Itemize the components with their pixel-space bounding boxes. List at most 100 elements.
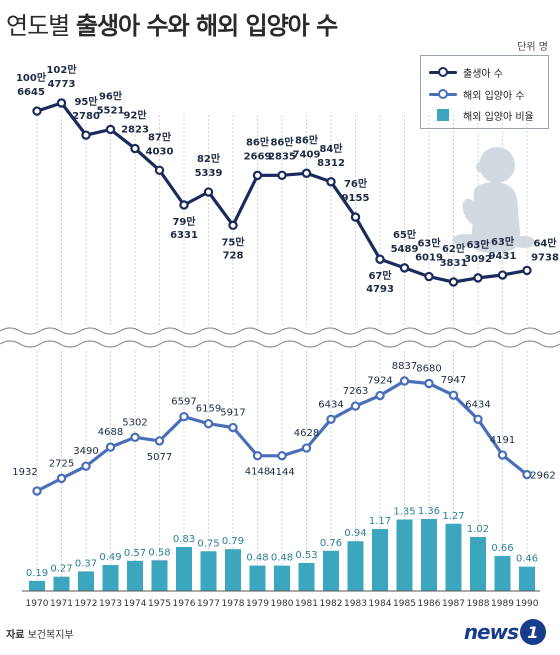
ratio-bar [445,523,462,591]
x-tick-label: 1975 [148,599,171,609]
birth-label-bottom: 9431 [489,251,517,262]
ratio-bar [127,560,143,591]
source-name: 보건복지부 [27,630,74,641]
series-lines [32,98,532,496]
axis-break-wave [0,327,560,349]
birth-label-bottom: 2835 [268,151,296,162]
adoptions-point [105,442,116,452]
adoption-label: 8680 [416,364,441,375]
axis-break-line [0,327,560,335]
births-point [375,254,385,264]
legend-label-adoptions: 해외 입양아 수 [463,90,525,102]
ratio-bar [470,537,486,591]
ratio-bar [176,547,192,591]
logo-text: news [463,620,519,644]
x-tick-label: 1979 [246,599,269,609]
legend-label-ratio: 해외 입양아 비율 [463,111,534,123]
ratio-label: 0.94 [344,528,366,539]
birth-label-top: 63만 [466,238,490,251]
ratio-bar [151,560,168,591]
adoptions-point [522,469,532,480]
birth-label-bottom: 5339 [195,168,223,179]
birth-label-top: 65만 [393,228,417,241]
adoption-label: 6434 [465,399,490,410]
x-tick-label: 1984 [369,599,392,609]
x-tick-label: 1977 [197,599,220,609]
births-point [203,187,214,197]
births-point [350,212,361,222]
birth-label-top: 67만 [368,269,392,282]
births-point [252,170,263,181]
ratio-bar [200,551,217,591]
ratio-bar [53,576,70,591]
birth-label-bottom: 2780 [72,111,100,122]
birth-label-bottom: 4030 [146,146,174,157]
birth-label-top: 92만 [123,109,147,122]
adoption-label: 5917 [220,408,245,419]
birth-label-bottom: 9155 [342,193,370,204]
adoption-label: 4144 [269,467,294,478]
adoption-label: 5302 [122,417,147,428]
legend-item-ratio: 해외 입양아 비율 [429,107,534,123]
x-tick-label: 1974 [124,599,147,609]
birth-label-top: 76만 [344,177,368,190]
adoptions-point [497,450,508,460]
news1-logo: news 1 [464,619,546,645]
title-main: 출생아 수와 해외 입양아 수 [75,12,338,40]
birth-label-top: 63만 [417,237,441,250]
adoptions-point [81,461,91,471]
ratio-label: 0.19 [26,568,48,579]
ratio-bar [102,565,119,591]
birth-label-bottom: 8312 [317,158,345,169]
x-tick-label: 1973 [99,599,122,609]
chart-title: 연도별 출생아 수와 해외 입양아 수 [6,6,338,41]
adoption-label: 7263 [343,386,368,397]
ratio-bar [29,580,45,591]
births-point [130,143,140,154]
births-point [497,270,508,280]
adoption-label: 2725 [49,458,74,469]
birth-label-top: 95만 [74,95,98,108]
adoption-label: 6434 [318,399,343,410]
legend-item-births: 출생아 수 [429,64,503,80]
adoptions-point [326,414,336,424]
ratio-bar [372,529,388,591]
adoptions-point [277,451,287,461]
x-tick-label: 1972 [75,599,98,609]
ratio-label: 1.36 [418,506,440,517]
births-point [154,165,165,175]
birth-label-top: 64만 [533,236,557,249]
birth-label-bottom: 7409 [293,149,321,160]
ratio-bar [396,519,413,591]
legend-swatch-births [429,66,457,78]
x-axis: 1970 1971 1972 1973 1974 1975 1976 1977 1978 1979… [22,590,540,609]
ratio-bar [323,550,339,591]
legend-item-adoptions: 해외 입양아 수 [429,86,525,102]
legend: 출생아 수 해외 입양아 수 해외 입양아 비율 [420,55,549,129]
legend-label-births: 출생아 수 [463,68,503,80]
title-lead: 연도별 [6,12,70,40]
data-labels: 0.19 0.27 0.370.49 0.57 0.580.83 0.75 0.790.48… [12,63,559,579]
births-point [81,130,91,140]
ratio-label: 1.27 [442,511,464,522]
x-tick-label: 1971 [50,599,73,609]
adoption-label: 2962 [530,471,555,482]
birth-label-top: 75만 [221,235,245,248]
birth-label-top: 86만 [295,133,319,146]
ratio-bar [421,519,437,591]
births-point [399,263,410,273]
adoptions-point [473,414,483,424]
adoptions-point [424,378,434,389]
adoptions-point [375,390,385,401]
x-tick-label: 1988 [467,599,490,609]
birth-label-top: 87만 [148,130,172,143]
birth-label-top: 62만 [442,242,466,255]
adoption-label: 4148 [245,467,270,478]
birth-label-top: 96만 [99,89,123,102]
births-point [473,273,483,283]
birth-label-bottom: 6019 [415,253,443,264]
adoption-label: 7947 [441,375,466,386]
birth-label-bottom: 4793 [366,284,394,295]
adoptions-point [56,473,67,484]
x-tick-label: 1980 [271,599,294,609]
